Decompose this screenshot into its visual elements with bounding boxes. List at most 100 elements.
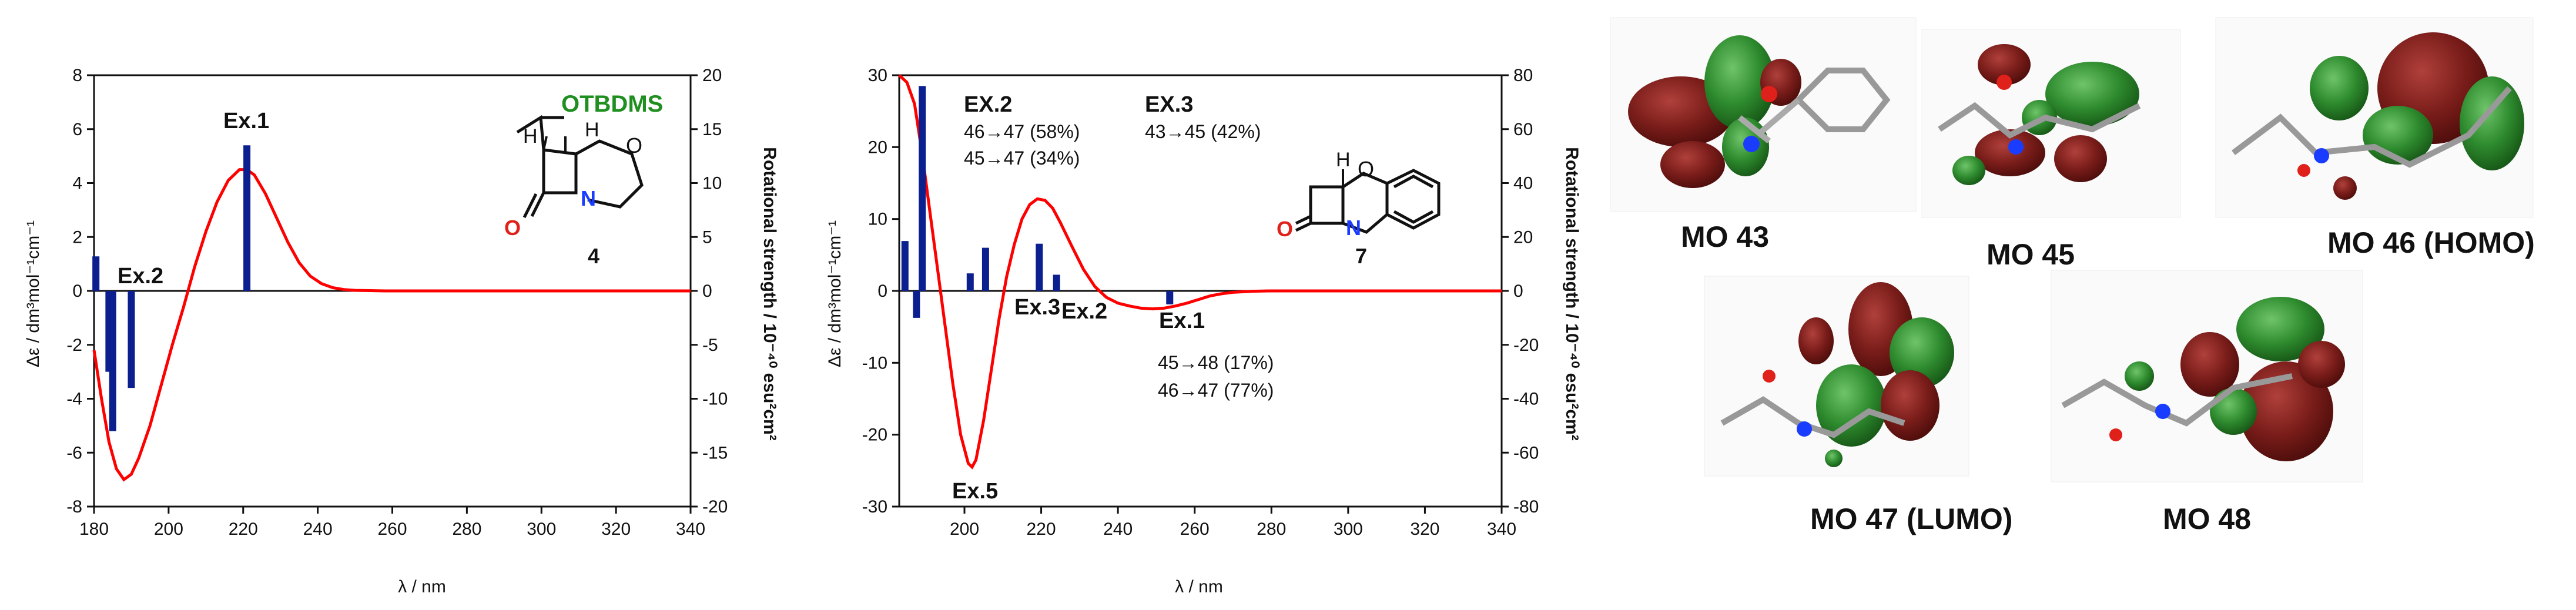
chart2-label-ex5: Ex.5 bbox=[952, 479, 998, 504]
x-tick-label: 260 bbox=[1180, 519, 1210, 539]
mo-46-label: MO 46 (HOMO) bbox=[2327, 226, 2535, 259]
y-tick-label: -30 bbox=[862, 497, 887, 517]
chart1-axes-group: 180 200 220 240 260 280 300 320 340-8-6-4-202468… bbox=[66, 66, 728, 539]
chart2-axes-group: 200 220 240 260 280 300 320 340-30-20-100102030… bbox=[862, 66, 1539, 539]
y2-tick-label: -80 bbox=[1513, 497, 1539, 517]
rotational-strength-stick bbox=[92, 256, 100, 291]
chart2-label-ex2: Ex.2 bbox=[1061, 299, 1107, 324]
compound-7-oxygen: O bbox=[1358, 157, 1374, 181]
y-tick-label: -2 bbox=[66, 336, 82, 355]
chart2-ex3-title: EX.3 bbox=[1145, 92, 1193, 117]
chart2-ylabel: Δε / dm³mol⁻¹cm⁻¹ bbox=[825, 220, 845, 367]
x-tick-label: 180 bbox=[79, 519, 109, 539]
rotational-strength-stick bbox=[901, 241, 909, 291]
x-tick-label: 200 bbox=[950, 519, 979, 539]
y-tick-label: 10 bbox=[868, 210, 887, 229]
x-tick-label: 300 bbox=[527, 519, 556, 539]
compound-7-carbonyl-oxygen: O bbox=[1277, 217, 1293, 241]
mo-43-render bbox=[1610, 17, 1917, 212]
y-tick-label: 2 bbox=[72, 227, 82, 247]
y-tick-label: -4 bbox=[66, 390, 82, 409]
chart2-ex1-line1: 45→48 (17%) bbox=[1158, 352, 1274, 373]
chart2-xlabel: λ / nm bbox=[1175, 577, 1223, 596]
chart1-xlabel: λ / nm bbox=[398, 577, 446, 596]
x-tick-label: 280 bbox=[1257, 519, 1286, 539]
chart2-sticks-group bbox=[901, 86, 1174, 318]
mo-48-label: MO 48 bbox=[2163, 502, 2251, 535]
rotational-strength-stick bbox=[966, 273, 974, 291]
compound-4-h2: H bbox=[585, 119, 599, 141]
y-tick-label: 0 bbox=[72, 281, 82, 301]
chart2-label-ex1: Ex.1 bbox=[1159, 309, 1205, 333]
chart2-ex2-line2: 45→47 (34%) bbox=[964, 148, 1080, 169]
x-tick-label: 240 bbox=[1103, 519, 1133, 539]
mo-43-label: MO 43 bbox=[1681, 220, 1769, 253]
rotational-strength-stick bbox=[913, 291, 920, 318]
y2-tick-label: -15 bbox=[702, 443, 728, 462]
y-tick-label: -8 bbox=[66, 497, 82, 517]
rotational-strength-stick bbox=[1166, 291, 1174, 304]
compound-7-h: H bbox=[1336, 149, 1351, 171]
mo-45-render bbox=[1921, 29, 2181, 218]
chart2-ex2-line1: 46→47 (58%) bbox=[964, 121, 1080, 142]
compound-4-structure bbox=[516, 115, 644, 219]
x-tick-label: 300 bbox=[1334, 519, 1363, 539]
y-tick-label: 6 bbox=[72, 120, 82, 139]
rotational-strength-stick bbox=[1053, 274, 1060, 291]
y2-tick-label: -10 bbox=[702, 390, 728, 409]
y2-tick-label: 0 bbox=[1513, 281, 1523, 301]
mo-47-label: MO 47 (LUMO) bbox=[1810, 502, 2012, 535]
y2-tick-label: 60 bbox=[1513, 120, 1533, 139]
chart2-cd-curve bbox=[898, 74, 1502, 470]
compound-7-label: 7 bbox=[1355, 244, 1367, 268]
y-tick-label: 20 bbox=[868, 138, 887, 157]
compound-4-oxygen: O bbox=[626, 133, 642, 157]
y2-tick-label: 80 bbox=[1513, 66, 1533, 85]
chart1-label-ex2: Ex.2 bbox=[118, 264, 163, 289]
x-tick-label: 260 bbox=[377, 519, 407, 539]
chart2-ex2-title: EX.2 bbox=[964, 92, 1012, 117]
compound-7-structure bbox=[1295, 169, 1441, 234]
mo-48-render bbox=[2051, 270, 2363, 482]
x-tick-label: 280 bbox=[452, 519, 481, 539]
y-tick-label: -10 bbox=[862, 353, 887, 373]
y2-tick-label: 10 bbox=[702, 174, 722, 193]
chart1-cd-curve bbox=[92, 168, 691, 482]
y-tick-label: -6 bbox=[66, 443, 82, 462]
rotational-strength-stick bbox=[982, 247, 989, 291]
x-tick-label: 340 bbox=[1487, 519, 1516, 539]
orbital-panel: MO 43 MO 45 MO 46 (HOMO) bbox=[1610, 17, 2535, 535]
rotational-strength-stick bbox=[128, 291, 135, 388]
y-tick-label: 0 bbox=[877, 281, 887, 301]
compound-7-nitrogen: N bbox=[1346, 216, 1361, 240]
compound-4-h1: H bbox=[523, 125, 538, 148]
y2-tick-label: 15 bbox=[702, 120, 722, 139]
y2-tick-label: 0 bbox=[702, 281, 712, 301]
y-tick-label: 30 bbox=[868, 66, 887, 85]
chart2-ex1-line2: 46→47 (77%) bbox=[1158, 380, 1274, 401]
compound-4-label: 4 bbox=[588, 244, 599, 268]
chart1-sticks-group bbox=[92, 145, 251, 431]
y-tick-label: -20 bbox=[862, 425, 887, 445]
rotational-strength-stick bbox=[1036, 243, 1043, 291]
compound-4-substituent: OTBDMS bbox=[561, 91, 663, 117]
compound-4-nitrogen: N bbox=[581, 186, 596, 210]
rotational-strength-stick bbox=[243, 145, 251, 291]
chart-7: 200 220 240 260 280 300 320 340-30-20-100102030… bbox=[825, 66, 1582, 596]
x-tick-label: 340 bbox=[676, 519, 705, 539]
y2-tick-label: 20 bbox=[702, 66, 722, 85]
chart1-label-ex1: Ex.1 bbox=[223, 109, 269, 133]
chart1-ylabel: Δε / dm³mol⁻¹cm⁻¹ bbox=[24, 220, 43, 367]
x-tick-label: 320 bbox=[601, 519, 631, 539]
chart2-label-ex3: Ex.3 bbox=[1014, 295, 1060, 320]
y2-tick-label: -40 bbox=[1513, 390, 1539, 409]
mo-47-render bbox=[1704, 276, 1969, 477]
y2-tick-label: -5 bbox=[702, 336, 718, 355]
compound-4-carbonyl-oxygen: O bbox=[504, 216, 521, 240]
y-tick-label: 8 bbox=[72, 66, 82, 85]
y2-tick-label: 40 bbox=[1513, 174, 1533, 193]
mo-46-render bbox=[2215, 17, 2534, 218]
x-tick-label: 220 bbox=[1027, 519, 1056, 539]
y-tick-label: 4 bbox=[72, 174, 82, 193]
